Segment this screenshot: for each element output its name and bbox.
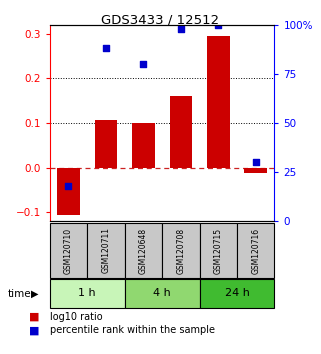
Bar: [245, 168, 267, 173]
Bar: [207, 36, 230, 168]
Point: [66, 183, 71, 189]
Point: [103, 46, 108, 51]
Bar: [50, 223, 87, 278]
Bar: [237, 223, 274, 278]
Text: ■: ■: [29, 312, 39, 322]
Text: GSM120715: GSM120715: [214, 227, 223, 274]
Bar: [95, 120, 117, 168]
Text: GDS3433 / 12512: GDS3433 / 12512: [101, 13, 220, 26]
Text: 1 h: 1 h: [78, 289, 96, 298]
Text: log10 ratio: log10 ratio: [50, 312, 102, 322]
Text: GSM120711: GSM120711: [101, 228, 110, 273]
Bar: [125, 223, 162, 278]
Bar: [87, 223, 125, 278]
Text: 4 h: 4 h: [153, 289, 171, 298]
Text: 24 h: 24 h: [225, 289, 249, 298]
Bar: [200, 279, 274, 308]
Bar: [162, 223, 200, 278]
Bar: [200, 223, 237, 278]
Bar: [125, 279, 200, 308]
Bar: [169, 96, 192, 168]
Point: [178, 26, 183, 32]
Text: GSM120708: GSM120708: [176, 227, 185, 274]
Bar: [132, 122, 155, 168]
Text: GSM120710: GSM120710: [64, 227, 73, 274]
Bar: [50, 279, 125, 308]
Text: percentile rank within the sample: percentile rank within the sample: [50, 325, 215, 335]
Point: [216, 22, 221, 28]
Text: time: time: [8, 289, 32, 299]
Text: GSM120716: GSM120716: [251, 227, 260, 274]
Bar: [57, 168, 80, 215]
Point: [253, 159, 258, 165]
Text: ■: ■: [29, 325, 39, 335]
Point: [141, 61, 146, 67]
Text: ▶: ▶: [31, 289, 39, 299]
Text: GSM120648: GSM120648: [139, 227, 148, 274]
